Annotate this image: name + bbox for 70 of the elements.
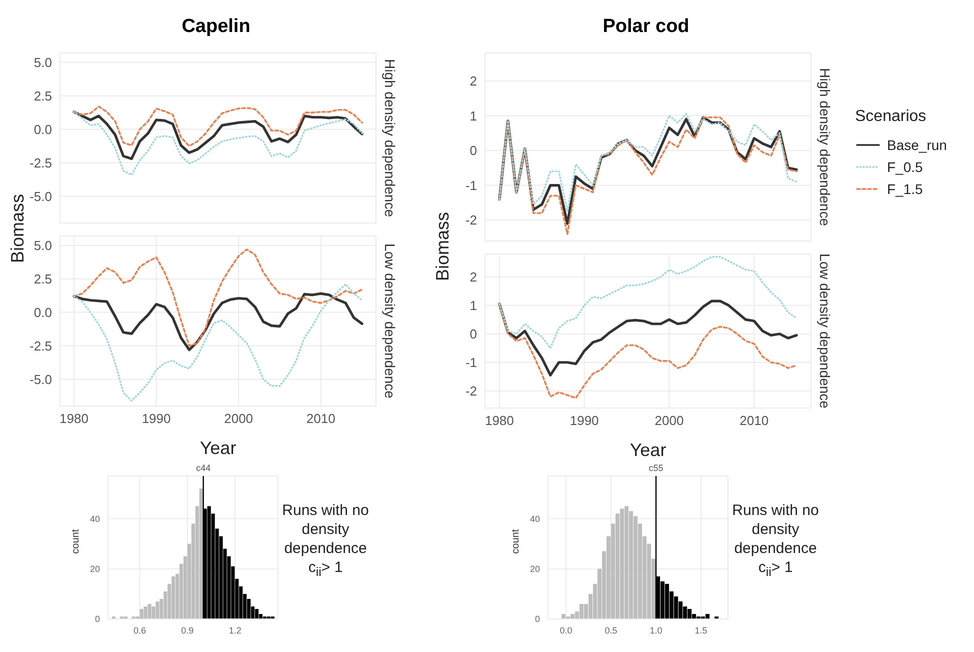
x-tick-label: 1990 [142, 411, 171, 426]
y-axis-title: Biomass [432, 210, 454, 284]
y-tick-label: 0.0 [34, 122, 52, 137]
y-tick-label: 5.0 [34, 238, 52, 253]
y-tick-label: -2 [465, 212, 477, 228]
y-tick-label: 1 [470, 108, 477, 124]
y-tick-label: 0 [470, 143, 477, 158]
y-tick-label: 0.0 [34, 304, 52, 320]
y-tick-label: -5.0 [30, 188, 52, 204]
chart-title: Capelin [180, 16, 252, 38]
x-tick-label: 0.6 [134, 625, 146, 636]
x-tick-label: 0.9 [181, 625, 194, 636]
y-axis-title: count [510, 528, 522, 556]
x-tick-label: 0.5 [604, 625, 618, 636]
legend-title: Scenarios [855, 108, 928, 126]
text: c$_{ii}$> 1 [757, 558, 794, 581]
legend-label: Base_run [887, 137, 947, 153]
x-tick-label: 1.0 [650, 625, 662, 636]
line-series [498, 300, 798, 377]
y-axis-title: Biomass [8, 192, 28, 266]
chart-title: Polar cod [602, 16, 690, 38]
line-series [73, 111, 363, 176]
y-tick-label: 0 [534, 614, 540, 624]
y-tick-label: 20 [90, 564, 100, 574]
ref-line-label: c55 [648, 463, 664, 473]
y-tick-label: 2 [470, 269, 477, 284]
y-tick-label: 0 [470, 326, 477, 342]
y-axis-title: count [70, 528, 82, 556]
text: High density dependence [817, 68, 834, 226]
line-series [73, 106, 363, 147]
line-series [73, 248, 363, 347]
text: Low density dependence [382, 244, 398, 399]
y-tick-label: -2 [465, 384, 477, 399]
y-tick-label: 0 [94, 614, 100, 624]
x-tick-label: 1990 [570, 413, 599, 428]
line-series [73, 283, 363, 402]
x-tick-label: 1.5 [694, 625, 708, 636]
y-tick-label: -1 [465, 354, 477, 370]
y-tick-label: 1 [470, 298, 477, 313]
y-tick-label: 2.5 [34, 271, 52, 286]
y-tick-label: 2 [470, 73, 477, 88]
legend-label: F_1.5 [887, 181, 923, 197]
y-tick-label: -2.5 [30, 338, 52, 354]
x-tick-label: 2000 [654, 413, 684, 428]
y-tick-label: -1 [465, 178, 477, 193]
x-tick-label: 1980 [484, 413, 514, 428]
line-series [72, 292, 364, 352]
y-tick-label: 40 [530, 514, 540, 524]
text: c$_{ii}$> 1 [307, 558, 344, 581]
y-tick-label: 5.0 [34, 54, 52, 70]
x-axis-title: Year [200, 438, 236, 458]
line-series [72, 110, 364, 160]
y-tick-label: 20 [530, 564, 540, 574]
line-series [498, 303, 798, 399]
legend-label: F_0.5 [887, 159, 923, 175]
x-tick-label: 1.2 [228, 625, 242, 636]
y-tick-label: -5.0 [30, 372, 52, 387]
y-tick-label: 2.5 [34, 88, 52, 104]
x-tick-label: 2000 [224, 411, 254, 426]
text: High density dependence [382, 58, 398, 218]
x-tick-label: 2010 [306, 411, 336, 426]
y-tick-label: -2.5 [30, 155, 52, 170]
x-tick-label: 1980 [60, 411, 88, 426]
x-tick-label: 2010 [740, 413, 769, 428]
x-axis-title: Year [630, 440, 666, 460]
ref-line-label: c44 [196, 463, 211, 473]
x-tick-label: 0.0 [560, 625, 572, 636]
y-tick-label: 40 [90, 514, 100, 524]
line-series [498, 256, 798, 350]
text: Low density dependence [817, 254, 834, 409]
